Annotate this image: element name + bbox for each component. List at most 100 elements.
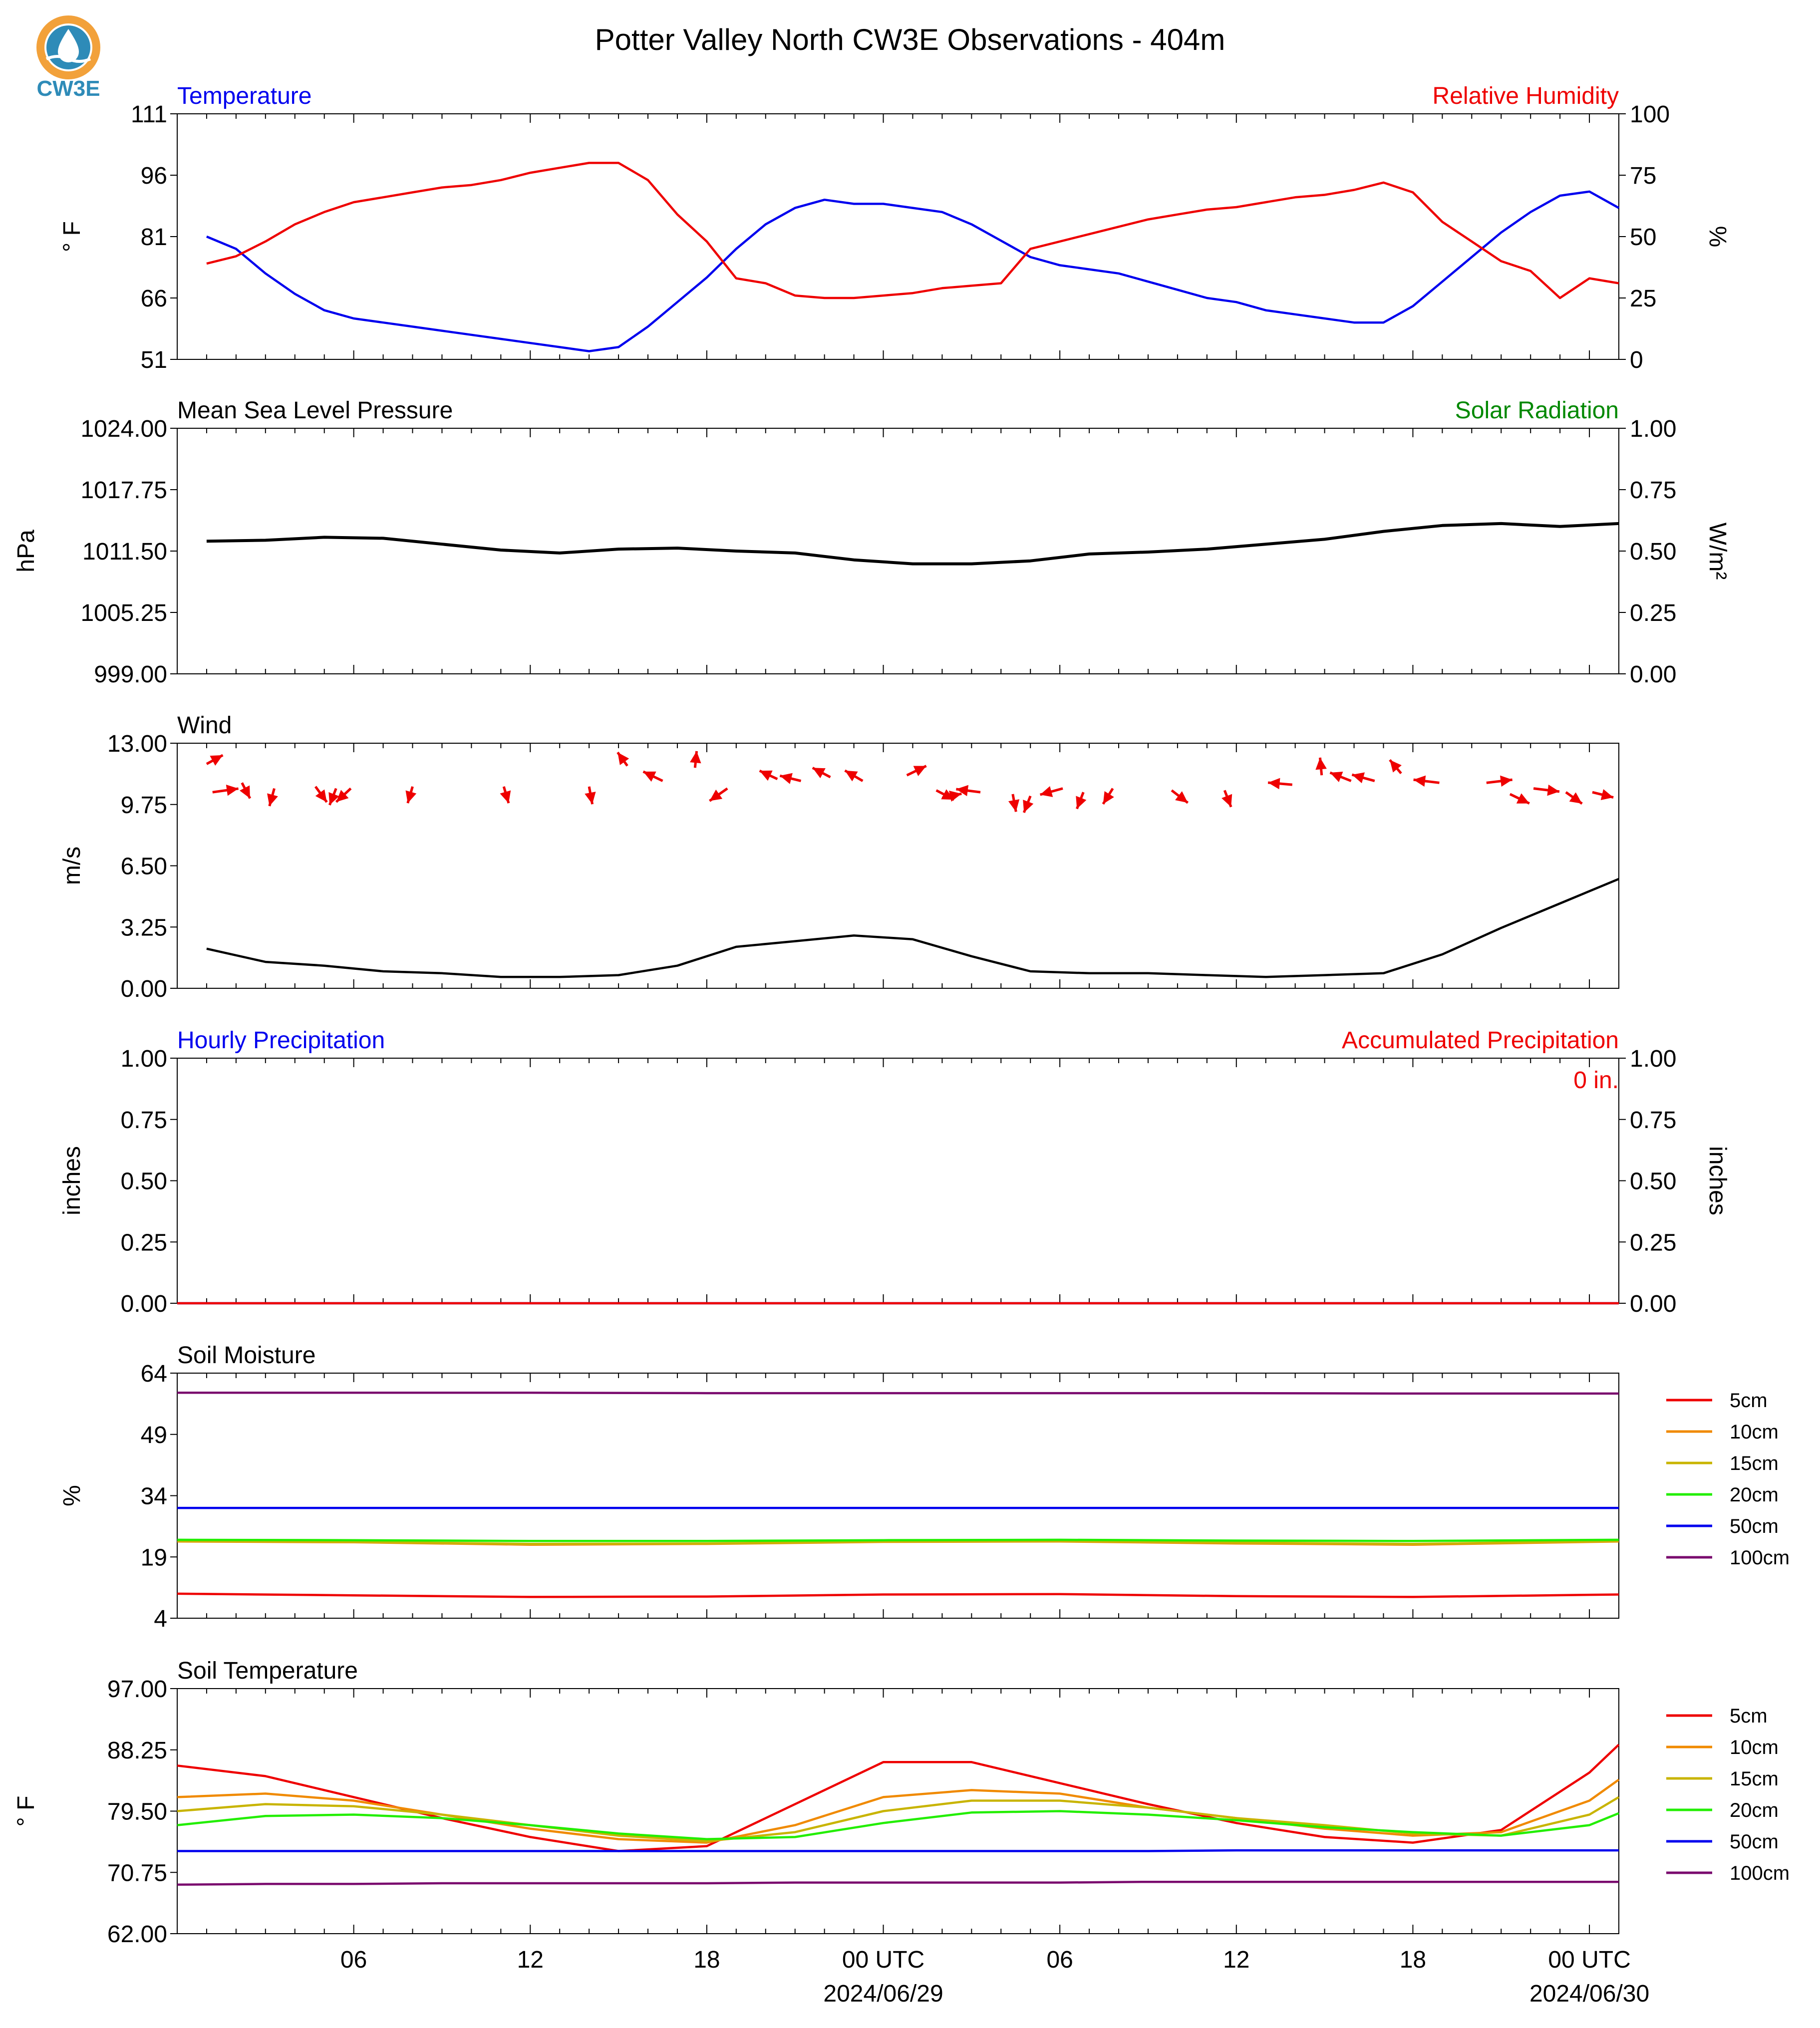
wind-arrowhead-icon [1413, 775, 1426, 787]
logo-text: CW3E [36, 76, 100, 101]
panel-title-left: Soil Temperature [177, 1658, 358, 1684]
series-15cm [177, 1540, 1619, 1545]
wind-arrowhead-icon [1040, 786, 1053, 797]
legend-label: 100cm [1730, 1862, 1790, 1884]
y-tick-label: 9.75 [121, 792, 167, 819]
legend-label: 20cm [1730, 1799, 1779, 1821]
y-right-tick-label: 0.75 [1630, 1107, 1676, 1134]
wind-arrowhead-icon [1352, 772, 1365, 784]
y-tick-label: 62.00 [107, 1921, 167, 1948]
panel-precipitation: 0.00 0.25 0.50 0.75 1.00 0.00 0.25 0.50 0.75 1.00… [59, 1027, 1731, 1317]
wind-arrowhead-icon [949, 791, 962, 802]
wind-arrowhead-icon [780, 773, 793, 784]
logo-sun-ring [36, 15, 100, 79]
y-right-tick-label: 1.00 [1630, 1046, 1676, 1072]
water-drop-icon [58, 29, 79, 62]
wind-arrowhead-icon [1516, 793, 1529, 804]
panel-title-left: Temperature [177, 83, 311, 109]
series-100cm [177, 1392, 1619, 1395]
wind-arrowhead-icon [1023, 800, 1034, 813]
y-right-tick-label: 0.25 [1630, 600, 1676, 626]
y-tick-label: 4 [154, 1606, 167, 1632]
wind-arrowhead-icon [913, 766, 926, 776]
y-tick-label: 64 [141, 1361, 167, 1387]
series-mean-sea-level-pressure [206, 522, 1619, 566]
x-tick-label: 12 [1223, 1947, 1249, 1973]
panel-wind: 0.00 3.25 6.50 9.75 13.00 m/s Wind [59, 712, 1619, 1002]
plot-frame [177, 743, 1619, 989]
wind-arrowhead-icon [1076, 796, 1087, 809]
y-axis-label: ° F [13, 1796, 39, 1827]
wind-arrowhead-icon [500, 790, 511, 804]
wind-arrowhead-icon [1390, 760, 1402, 773]
wind-arrowhead-icon [812, 768, 826, 779]
series-100cm [177, 1880, 1619, 1886]
wind-arrowhead-icon [1103, 791, 1114, 804]
y-axis-label: ° F [59, 221, 85, 252]
series-wind-speed [206, 877, 1619, 978]
x-tick-label: 06 [1046, 1947, 1073, 1973]
y-right-tick-label: 0.00 [1630, 661, 1676, 688]
y-tick-label: 0.00 [121, 1291, 167, 1317]
y-tick-label: 1024.00 [80, 416, 167, 442]
wind-arrowhead-icon [643, 771, 656, 782]
wind-arrowhead-icon [1547, 784, 1559, 796]
y-tick-label: 0.25 [121, 1229, 167, 1256]
y-axis-label: m/s [59, 847, 85, 885]
y-right-tick-label: 0.25 [1630, 1229, 1676, 1256]
panel-title-left: Soil Moisture [177, 1342, 315, 1369]
y-right-axis-label: W/m² [1704, 523, 1731, 580]
wind-arrowhead-icon [1315, 757, 1327, 770]
y-axis-label: inches [59, 1146, 85, 1215]
y-tick-label: 1005.25 [80, 600, 167, 626]
y-right-axis-label: inches [1704, 1146, 1731, 1215]
y-tick-label: 0.75 [121, 1107, 167, 1134]
panel-soil-temperature: 62.00 70.75 79.50 88.25 97.00 ° F Soil Tempera… [13, 1658, 1790, 1948]
y-tick-label: 1017.75 [80, 477, 167, 504]
legend-label: 50cm [1730, 1831, 1779, 1853]
y-tick-label: 79.50 [107, 1799, 167, 1825]
wind-arrowhead-icon [226, 784, 239, 796]
y-right-tick-label: 100 [1630, 101, 1670, 128]
y-axis-label: hPa [13, 530, 39, 573]
legend-label: 20cm [1730, 1484, 1779, 1506]
series-15cm [177, 1796, 1620, 1843]
panel-title-right: Accumulated Precipitation [1342, 1027, 1619, 1054]
y-axis-label: % [59, 1485, 85, 1506]
y-tick-label: 13.00 [107, 731, 167, 757]
y-tick-label: 1011.50 [82, 539, 167, 565]
accumulated-total-label: 0 in. [1573, 1067, 1619, 1094]
wind-arrowhead-icon [690, 751, 701, 764]
panel-title-right: Relative Humidity [1433, 83, 1619, 109]
wind-arrowhead-icon [585, 792, 596, 805]
y-tick-label: 6.50 [121, 854, 167, 880]
wind-arrowhead-icon [1569, 792, 1582, 804]
wind-arrowhead-icon [336, 790, 349, 802]
y-right-tick-label: 25 [1630, 286, 1656, 312]
x-tick-label: 18 [693, 1947, 720, 1973]
wind-arrowhead-icon [328, 792, 339, 805]
series-temperature [206, 190, 1620, 352]
y-tick-label: 0.00 [121, 976, 167, 1002]
y-right-tick-label: 0.50 [1630, 1168, 1676, 1195]
y-right-tick-label: 0 [1630, 347, 1643, 373]
x-tick-label: 06 [340, 1947, 367, 1973]
wind-arrowhead-icon [1500, 775, 1513, 787]
legend-label: 100cm [1730, 1547, 1790, 1569]
y-tick-label: 51 [141, 347, 167, 373]
x-date-label: 2024/06/29 [823, 1981, 943, 2007]
wind-arrowhead-icon [1330, 771, 1343, 783]
y-right-tick-label: 0.50 [1630, 539, 1676, 565]
series-20cm [177, 1538, 1619, 1542]
y-tick-label: 111 [131, 101, 167, 128]
wind-arrowhead-icon [1221, 794, 1232, 807]
wind-arrowhead-icon [1175, 791, 1188, 803]
wind-arrowhead-icon [956, 785, 969, 797]
y-tick-label: 96 [141, 163, 167, 189]
y-tick-label: 3.25 [121, 914, 167, 941]
y-right-tick-label: 75 [1630, 163, 1656, 189]
series-relative-humidity [206, 162, 1619, 299]
wind-arrowhead-icon [709, 789, 723, 801]
series-5cm [177, 1743, 1620, 1852]
